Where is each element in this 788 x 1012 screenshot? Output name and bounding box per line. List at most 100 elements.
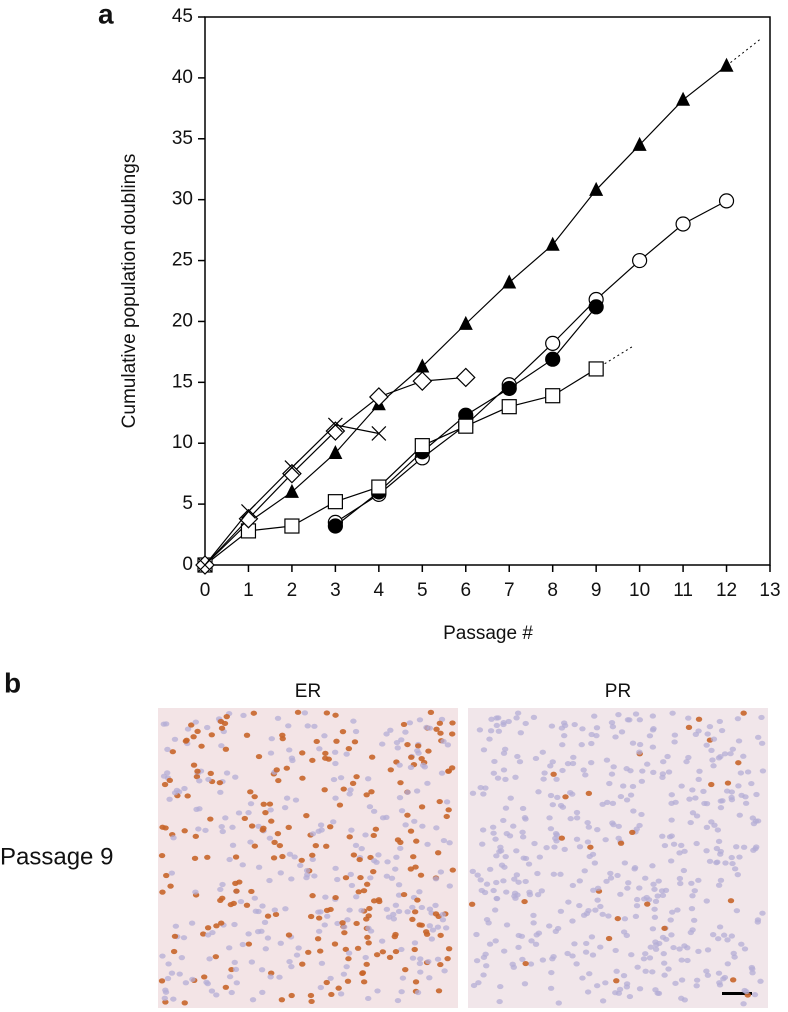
cell-nucleus <box>678 957 685 963</box>
cell-nucleus <box>758 740 766 746</box>
cell-nucleus <box>703 968 710 974</box>
cell-nucleus <box>321 922 328 928</box>
cell-nucleus <box>171 933 179 939</box>
cell-nucleus <box>303 875 310 881</box>
cell-nucleus <box>348 827 355 833</box>
cell-nucleus <box>688 906 696 912</box>
cell-nucleus <box>247 801 255 807</box>
cell-nucleus <box>425 748 432 754</box>
cell-nucleus <box>546 923 553 929</box>
cell-nucleus <box>540 776 547 782</box>
cell-nucleus <box>387 767 394 773</box>
cell-nucleus <box>432 911 440 917</box>
cell-nucleus <box>527 961 535 967</box>
cell-nucleus <box>494 775 502 781</box>
cell-nucleus <box>584 819 591 826</box>
cell-nucleus <box>398 808 406 814</box>
cell-nucleus <box>718 727 726 734</box>
cell-nucleus <box>548 723 556 729</box>
cell-nucleus <box>591 860 599 866</box>
cell-nucleus <box>633 896 641 903</box>
cell-nucleus <box>731 866 739 872</box>
cell-nucleus <box>708 781 715 788</box>
cell-nucleus <box>168 870 176 876</box>
cell-nucleus <box>285 723 292 729</box>
cell-nucleus <box>440 837 448 844</box>
marker <box>588 299 604 315</box>
cell-nucleus <box>433 825 440 831</box>
cell-nucleus <box>311 723 318 729</box>
cell-nucleus <box>443 813 450 820</box>
cell-nucleus <box>505 718 512 725</box>
cell-nucleus <box>531 840 538 847</box>
x-axis-label: Passage # <box>443 623 533 644</box>
cell-nucleus <box>176 971 183 977</box>
cell-nucleus <box>534 892 542 898</box>
cell-nucleus <box>346 791 353 797</box>
cell-nucleus <box>642 875 649 881</box>
cell-nucleus <box>315 828 322 834</box>
cell-nucleus <box>371 858 378 864</box>
cell-nucleus <box>651 914 659 920</box>
cell-nucleus <box>416 889 423 895</box>
cell-nucleus <box>522 720 529 727</box>
cell-nucleus <box>301 710 309 716</box>
cell-nucleus <box>491 907 499 913</box>
cell-nucleus <box>573 815 581 821</box>
cell-nucleus <box>509 961 516 967</box>
cell-nucleus <box>661 972 668 978</box>
cell-nucleus <box>312 843 320 849</box>
cell-nucleus <box>715 970 723 976</box>
cell-nucleus <box>367 875 374 881</box>
cell-nucleus <box>427 709 435 715</box>
cell-nucleus <box>668 932 675 938</box>
cell-nucleus <box>402 822 409 828</box>
cell-nucleus <box>375 852 382 858</box>
marker <box>414 438 430 454</box>
cell-nucleus <box>487 728 495 734</box>
cell-nucleus <box>192 719 200 725</box>
marker <box>632 252 648 269</box>
cell-nucleus <box>446 840 453 846</box>
cell-nucleus <box>402 729 409 735</box>
cell-nucleus <box>695 728 702 734</box>
cell-nucleus <box>728 933 736 939</box>
cell-nucleus <box>623 981 631 987</box>
cell-nucleus <box>687 819 694 826</box>
cell-nucleus <box>571 941 578 947</box>
cell-nucleus <box>358 907 365 914</box>
cell-nucleus <box>488 716 495 722</box>
x-tick-label: 11 <box>673 580 693 601</box>
cell-nucleus <box>428 936 436 942</box>
cell-nucleus <box>602 980 609 986</box>
cell-nucleus <box>547 826 555 832</box>
cell-nucleus <box>588 731 595 738</box>
cell-nucleus <box>535 789 542 795</box>
cell-nucleus <box>184 726 192 732</box>
cell-nucleus <box>629 740 637 746</box>
cell-nucleus <box>654 893 661 899</box>
cell-nucleus <box>510 823 517 829</box>
cell-nucleus <box>724 780 732 786</box>
cell-nucleus <box>610 822 617 828</box>
cell-nucleus <box>681 997 688 1003</box>
cell-nucleus <box>393 854 400 860</box>
cell-nucleus <box>621 860 629 866</box>
cell-nucleus <box>547 763 554 769</box>
cell-nucleus <box>565 899 572 905</box>
cell-nucleus <box>617 793 625 800</box>
cell-nucleus <box>181 828 188 834</box>
cell-nucleus <box>277 870 284 876</box>
cell-nucleus <box>703 742 710 748</box>
cell-nucleus <box>587 844 594 850</box>
cell-nucleus <box>417 969 424 975</box>
cell-nucleus <box>268 736 275 742</box>
cell-nucleus <box>633 903 641 909</box>
cell-nucleus <box>549 956 556 962</box>
cell-nucleus <box>271 839 278 845</box>
cell-nucleus <box>708 747 715 753</box>
cell-nucleus <box>706 858 714 864</box>
cell-nucleus <box>204 925 212 931</box>
cell-nucleus <box>396 795 404 801</box>
